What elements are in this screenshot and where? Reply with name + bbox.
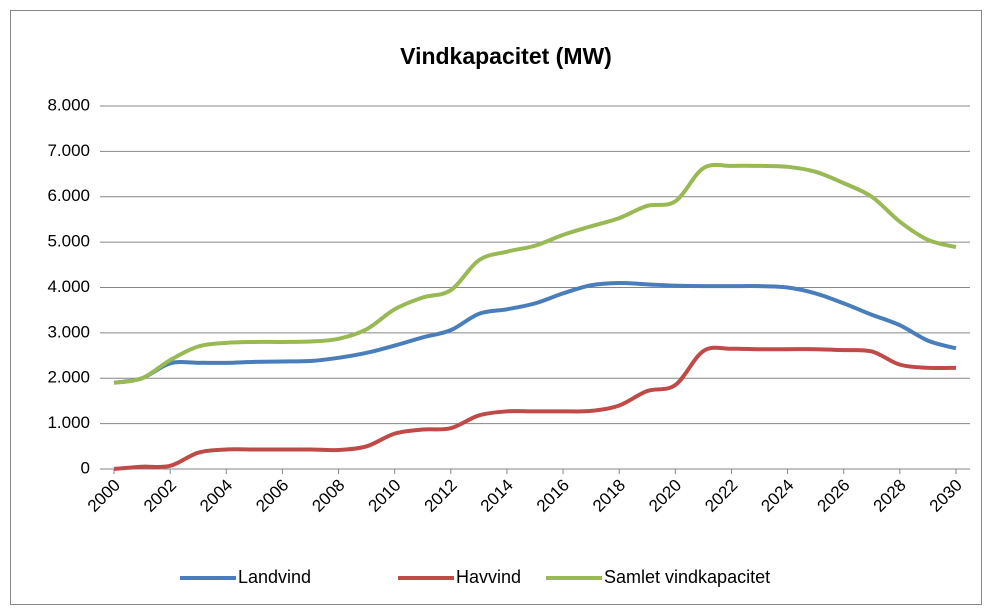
series-line [113,162,957,385]
chart-border [10,10,982,605]
y-tick-label: 3.000 [47,322,90,341]
chart-title: Vindkapacitet (MW) [400,43,612,69]
y-tick-label: 8.000 [47,95,90,114]
y-tick-label: 7.000 [47,141,90,160]
legend-label: Havvind [456,567,521,587]
y-tick-label: 0 [81,458,90,477]
y-tick-label: 6.000 [47,186,90,205]
y-tick-label: 1.000 [47,413,90,432]
series-line [113,280,957,385]
y-tick-label: 4.000 [47,277,90,296]
legend-label: Samlet vindkapacitet [604,567,770,587]
legend-label: Landvind [238,567,311,587]
y-tick-label: 5.000 [47,232,90,251]
series-line [113,345,956,471]
y-tick-label: 2.000 [47,368,90,387]
